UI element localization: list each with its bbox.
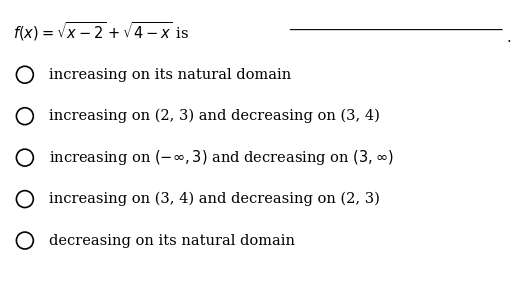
Ellipse shape [17, 232, 33, 249]
Ellipse shape [17, 66, 33, 83]
Ellipse shape [17, 108, 33, 125]
Ellipse shape [17, 191, 33, 208]
Text: .: . [507, 31, 511, 45]
Text: decreasing on its natural domain: decreasing on its natural domain [49, 233, 295, 248]
Text: increasing on $(-\infty, 3)$ and decreasing on $(3, \infty)$: increasing on $(-\infty, 3)$ and decreas… [49, 148, 394, 167]
Text: increasing on (2, 3) and decreasing on (3, 4): increasing on (2, 3) and decreasing on (… [49, 109, 380, 124]
Ellipse shape [17, 149, 33, 166]
Text: $f(x) = \sqrt{x-2} + \sqrt{4-x}$ is: $f(x) = \sqrt{x-2} + \sqrt{4-x}$ is [13, 20, 189, 43]
Text: increasing on (3, 4) and decreasing on (2, 3): increasing on (3, 4) and decreasing on (… [49, 192, 380, 206]
Text: increasing on its natural domain: increasing on its natural domain [49, 68, 292, 82]
